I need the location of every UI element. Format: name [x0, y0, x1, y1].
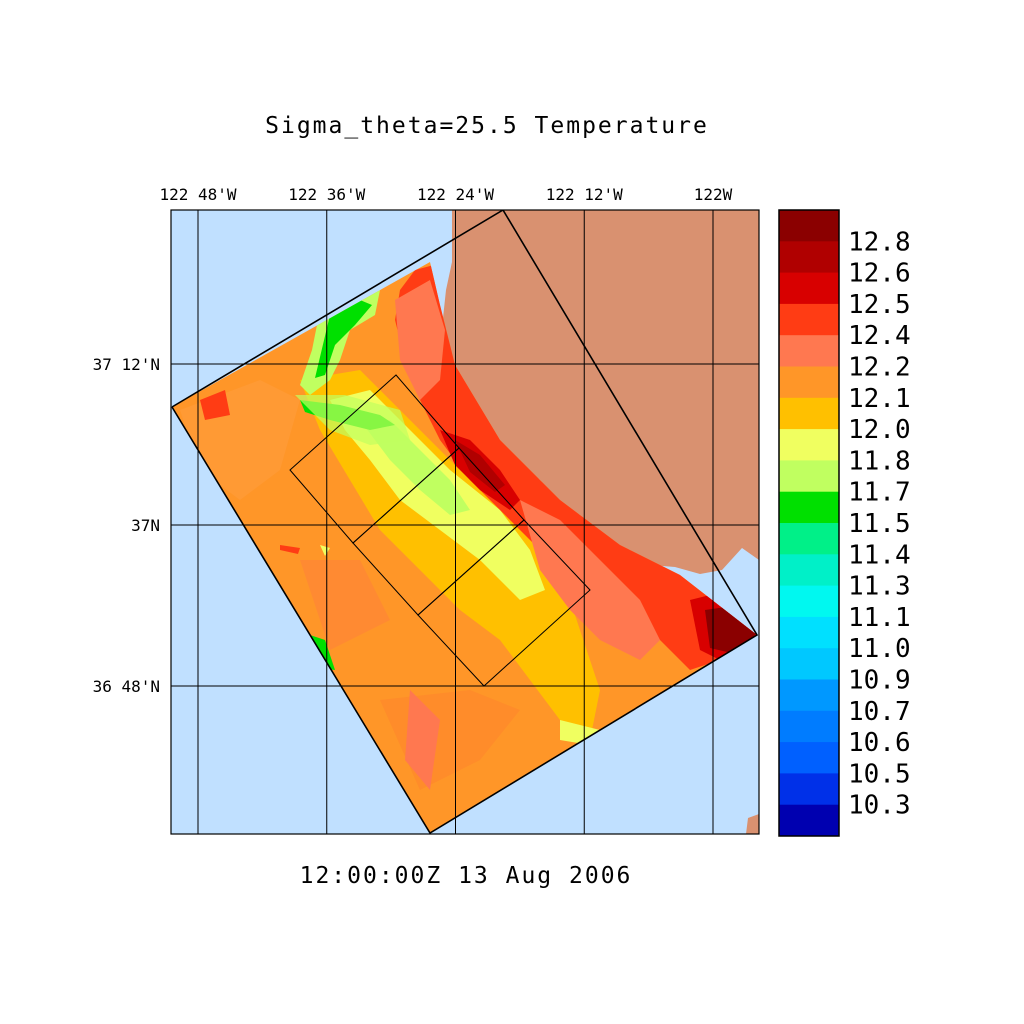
colorbar-label: 11.1: [848, 603, 911, 633]
land-islet: [746, 814, 759, 834]
colorbar-label: 10.3: [848, 791, 911, 821]
map-title: Sigma_theta=25.5 Temperature: [265, 113, 709, 139]
nested-domain-boxes: [289, 374, 591, 687]
colorbar-label: 12.4: [848, 321, 911, 351]
colorbar-swatch: [779, 585, 839, 618]
colorbar-swatch: [779, 648, 839, 680]
map-frame: [170, 209, 760, 835]
longitude-labels: 122 48'W 122 36'W 122 24'W 122 12'W 122W: [159, 185, 732, 204]
colorbar-label: 11.0: [848, 634, 911, 664]
colorbar-label: 11.5: [848, 509, 911, 539]
colorbar-label: 11.3: [848, 572, 911, 602]
colorbar-label: 12.2: [848, 353, 911, 383]
colorbar-label: 10.7: [848, 697, 911, 727]
colorbar-swatch: [779, 523, 839, 555]
colorbar-swatch: [779, 429, 839, 461]
colorbar-swatch: [779, 397, 839, 430]
colorbar-label: 10.5: [848, 759, 911, 789]
colorbar-swatch: [779, 241, 839, 274]
colorbar-label: 12.1: [848, 384, 911, 414]
latitude-labels: 37 12'N 37N 36 48'N: [93, 355, 160, 696]
colorbar-label: 10.9: [848, 666, 911, 696]
colorbar: 12.812.612.512.412.212.112.011.811.711.5…: [778, 209, 911, 837]
latitude-tick-label: 37N: [131, 516, 160, 535]
colorbar-swatch: [779, 804, 839, 837]
colorbar-swatch: [779, 742, 839, 774]
map-area: [171, 210, 759, 834]
colorbar-swatch: [779, 366, 839, 399]
colorbar-swatch: [779, 303, 839, 336]
colorbar-swatch: [779, 460, 839, 493]
colorbar-swatch: [779, 491, 839, 524]
colorbar-swatch: [779, 773, 839, 806]
land-mass: [443, 210, 759, 574]
colorbar-label: 12.8: [848, 227, 911, 257]
longitude-tick-label: 122 36'W: [288, 185, 365, 204]
colorbar-swatch: [779, 679, 839, 712]
colorbar-label: 12.5: [848, 290, 911, 320]
latitude-tick-label: 36 48'N: [93, 677, 160, 696]
colorbar-swatch: [779, 616, 839, 649]
latitude-tick-label: 37 12'N: [93, 355, 160, 374]
colorbar-swatch: [779, 554, 839, 587]
timestamp: 12:00:00Z 13 Aug 2006: [300, 863, 633, 889]
longitude-tick-label: 122W: [694, 185, 733, 204]
colorbar-swatch: [779, 710, 839, 743]
colorbar-label: 11.8: [848, 446, 911, 476]
model-domain-outline: [171, 210, 759, 834]
colorbar-swatch: [779, 335, 839, 367]
longitude-tick-label: 122 12'W: [546, 185, 623, 204]
colorbar-label: 11.4: [848, 540, 911, 570]
colorbar-swatch: [779, 272, 839, 305]
colorbar-label: 12.6: [848, 259, 911, 289]
longitude-tick-label: 122 24'W: [417, 185, 494, 204]
colorbar-frame: [778, 209, 840, 837]
longitude-tick-label: 122 48'W: [159, 185, 236, 204]
colorbar-label: 12.0: [848, 415, 911, 445]
colorbar-label: 10.6: [848, 728, 911, 758]
graticule: [171, 210, 759, 834]
colorbar-label: 11.7: [848, 478, 911, 508]
colorbar-swatch: [779, 210, 839, 242]
